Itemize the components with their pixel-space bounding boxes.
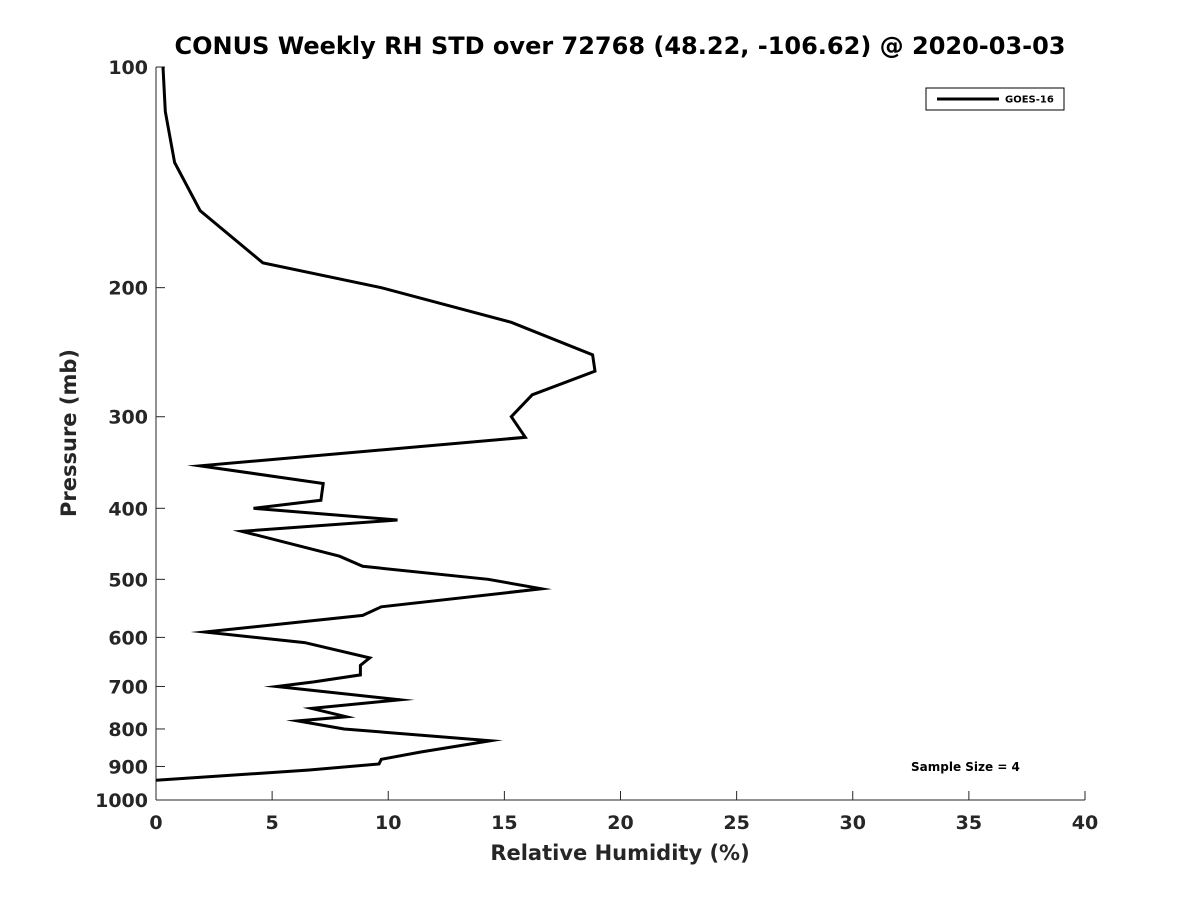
y-tick-label-900: 900 [108, 756, 148, 778]
y-tick-label-800: 800 [108, 719, 148, 741]
x-tick-label-0: 0 [149, 812, 162, 834]
y-tick-label-100: 100 [108, 57, 148, 79]
y-tick-label-300: 300 [108, 407, 148, 429]
y-axis-label: Pressure (mb) [57, 349, 81, 517]
x-tick-label-20: 20 [607, 812, 633, 834]
x-tick-label-15: 15 [491, 812, 517, 834]
sample-size-annotation: Sample Size = 4 [911, 760, 1020, 774]
x-tick-label-30: 30 [840, 812, 866, 834]
x-tick-label-25: 25 [723, 812, 749, 834]
plot-area: 0 5 10 15 20 25 30 35 40 100 200 300 400 500 600 700 800… [95, 57, 1098, 834]
chart-title: CONUS Weekly RH STD over 72768 (48.22, -… [174, 32, 1065, 60]
y-tick-label-500: 500 [108, 569, 148, 591]
x-tick-label-35: 35 [956, 812, 982, 834]
series-line-goes-16 [155, 66, 597, 782]
x-tick-label-10: 10 [375, 812, 401, 834]
y-tick-label-200: 200 [108, 278, 148, 300]
y-tick-label-400: 400 [108, 498, 148, 520]
legend-label-goes16: GOES-16 [1005, 95, 1054, 106]
y-tick-label-600: 600 [108, 627, 148, 649]
x-tick-label-5: 5 [266, 812, 279, 834]
x-axis-label: Relative Humidity (%) [490, 841, 749, 865]
y-tick-label-1000: 1000 [95, 790, 148, 812]
x-tick-label-40: 40 [1072, 812, 1098, 834]
legend: GOES-16 [925, 87, 1065, 111]
y-tick-label-700: 700 [108, 676, 148, 698]
